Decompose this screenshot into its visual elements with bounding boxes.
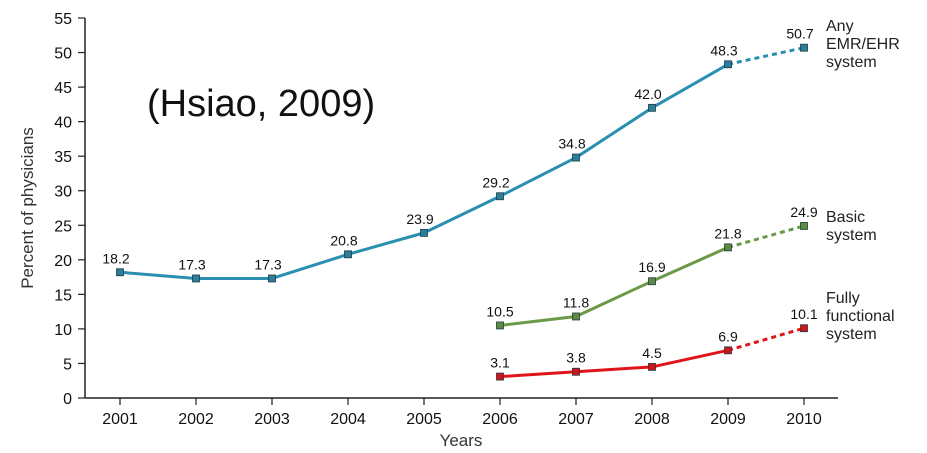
series-label-line: system [826, 326, 877, 343]
data-point [268, 274, 276, 283]
y-tick-label: 50 [54, 46, 72, 63]
data-label: 16.9 [638, 259, 665, 275]
series-projection-line [727, 326, 805, 352]
data-label: 42.0 [634, 86, 661, 102]
y-axis-title: Percent of physicians [18, 127, 37, 289]
data-label: 10.5 [486, 303, 513, 319]
data-point [420, 228, 428, 237]
data-label: 50.7 [786, 26, 813, 42]
data-point [192, 274, 200, 283]
data-point [496, 321, 504, 330]
x-tick-label: 2006 [482, 411, 518, 428]
series-label-line: system [826, 54, 877, 71]
y-tick-label: 30 [54, 184, 72, 201]
x-tick-label: 2005 [406, 411, 442, 428]
data-point [572, 367, 580, 376]
y-tick-label: 35 [54, 149, 72, 166]
x-tick-label: 2008 [634, 411, 670, 428]
x-tick-label: 2001 [102, 411, 138, 428]
y-tick-label: 20 [54, 253, 72, 270]
series-label-line: system [826, 227, 877, 244]
data-label: 17.3 [178, 256, 205, 272]
y-ticks: 0 5 10 15 20 25 30 35 40 45 50 55 [54, 11, 85, 408]
data-point [724, 60, 732, 69]
axes [84, 18, 838, 399]
data-point [724, 243, 732, 252]
series-2: 3.1 3.8 4.5 6.9 10.1 [490, 306, 818, 381]
data-label: 4.5 [642, 345, 662, 361]
x-tick-label: 2004 [330, 411, 366, 428]
y-tick-label: 5 [63, 356, 72, 373]
x-ticks: 2001 2002 2003 2004 2005 2006 2007 2008 2009 2010 [102, 398, 822, 428]
data-label: 34.8 [558, 136, 585, 152]
x-tick-label: 2010 [786, 411, 822, 428]
series-line [499, 246, 729, 327]
series-layer: 18.2 17.3 17.3 20.8 23.9 29.2 34.8 42.0 48.3 50.7… [102, 26, 818, 381]
data-point [572, 153, 580, 162]
data-point [496, 372, 504, 381]
data-label: 10.1 [790, 306, 817, 322]
series-label: Fully functional system [826, 290, 895, 343]
data-label: 18.2 [102, 250, 129, 266]
data-label: 3.1 [490, 355, 510, 371]
data-label: 29.2 [482, 174, 509, 190]
data-label: 11.8 [563, 294, 589, 310]
data-point [800, 43, 808, 52]
series-label-line: EMR/EHR [826, 36, 900, 53]
data-point [344, 250, 352, 259]
y-tick-label: 45 [54, 80, 72, 97]
series-projection-line [727, 224, 805, 249]
y-tick-label: 0 [63, 391, 72, 408]
y-tick-label: 10 [54, 322, 72, 339]
data-label: 48.3 [710, 42, 737, 58]
y-tick-label: 15 [54, 287, 72, 304]
series-label-line: Fully [826, 290, 860, 307]
series-projection-line [727, 46, 805, 66]
data-label: 20.8 [330, 232, 357, 248]
citation-annotation: (Hsiao, 2009) [147, 83, 375, 125]
data-point [572, 312, 580, 321]
x-tick-label: 2007 [558, 411, 594, 428]
x-tick-label: 2002 [178, 411, 214, 428]
series-0: 18.2 17.3 17.3 20.8 23.9 29.2 34.8 42.0 48.3 50.7 [102, 26, 814, 283]
data-label: 3.8 [566, 350, 586, 366]
data-point [648, 277, 656, 286]
x-tick-label: 2003 [254, 411, 290, 428]
data-label: 17.3 [254, 256, 281, 272]
data-label: 6.9 [718, 328, 738, 344]
series-label-line: Any [826, 18, 854, 35]
data-point [648, 103, 656, 112]
y-tick-label: 40 [54, 115, 72, 132]
data-point [800, 222, 808, 230]
data-label: 24.9 [790, 204, 817, 220]
series-label: Basic system [826, 209, 877, 244]
y-tick-label: 55 [54, 11, 72, 28]
data-point [724, 346, 732, 355]
series-line [499, 348, 729, 379]
data-point [648, 363, 656, 371]
data-label: 21.8 [714, 225, 741, 241]
data-label: 23.9 [406, 211, 433, 227]
x-axis-title: Years [440, 431, 483, 450]
series-label-line: functional [826, 308, 895, 325]
data-point [116, 268, 124, 277]
series-1: 10.5 11.8 16.9 21.8 24.9 [486, 204, 818, 330]
y-tick-label: 25 [54, 218, 72, 235]
series-label: Any EMR/EHR system [826, 18, 900, 71]
series-label-line: Basic [826, 209, 865, 226]
data-point [800, 324, 808, 333]
x-tick-label: 2009 [710, 411, 746, 428]
data-point [496, 192, 504, 201]
